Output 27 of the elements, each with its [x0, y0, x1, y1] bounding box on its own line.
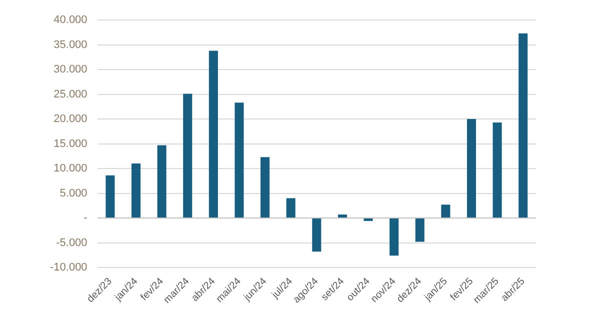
bar: [441, 204, 450, 218]
y-tick-label: 25.000: [54, 88, 88, 100]
bar: [260, 157, 270, 218]
bar: [132, 164, 141, 218]
y-tick-label: 20.000: [54, 113, 88, 126]
y-tick-label: 5.000: [60, 187, 88, 200]
y-tick-label: 35.000: [54, 38, 88, 51]
y-tick-label: 40.000: [54, 14, 88, 26]
bar: [390, 218, 399, 256]
bar: [106, 175, 115, 218]
y-tick-label: -10.000: [50, 262, 88, 274]
bar: [492, 122, 502, 218]
bar: [183, 94, 192, 218]
bar: [518, 33, 528, 218]
bar: [338, 214, 347, 218]
bar: [208, 50, 218, 218]
y-tick-label: -: [84, 212, 88, 224]
bar: [157, 145, 166, 218]
bar: [312, 218, 322, 252]
y-tick-label: 15.000: [54, 138, 88, 150]
y-tick-label: -5.000: [56, 236, 88, 249]
y-tick-label: 10.000: [54, 162, 88, 175]
bar: [415, 218, 424, 242]
bar: [286, 198, 296, 218]
y-tick-label: 30.000: [54, 64, 88, 76]
bar: [234, 102, 244, 218]
bar: [466, 119, 476, 218]
